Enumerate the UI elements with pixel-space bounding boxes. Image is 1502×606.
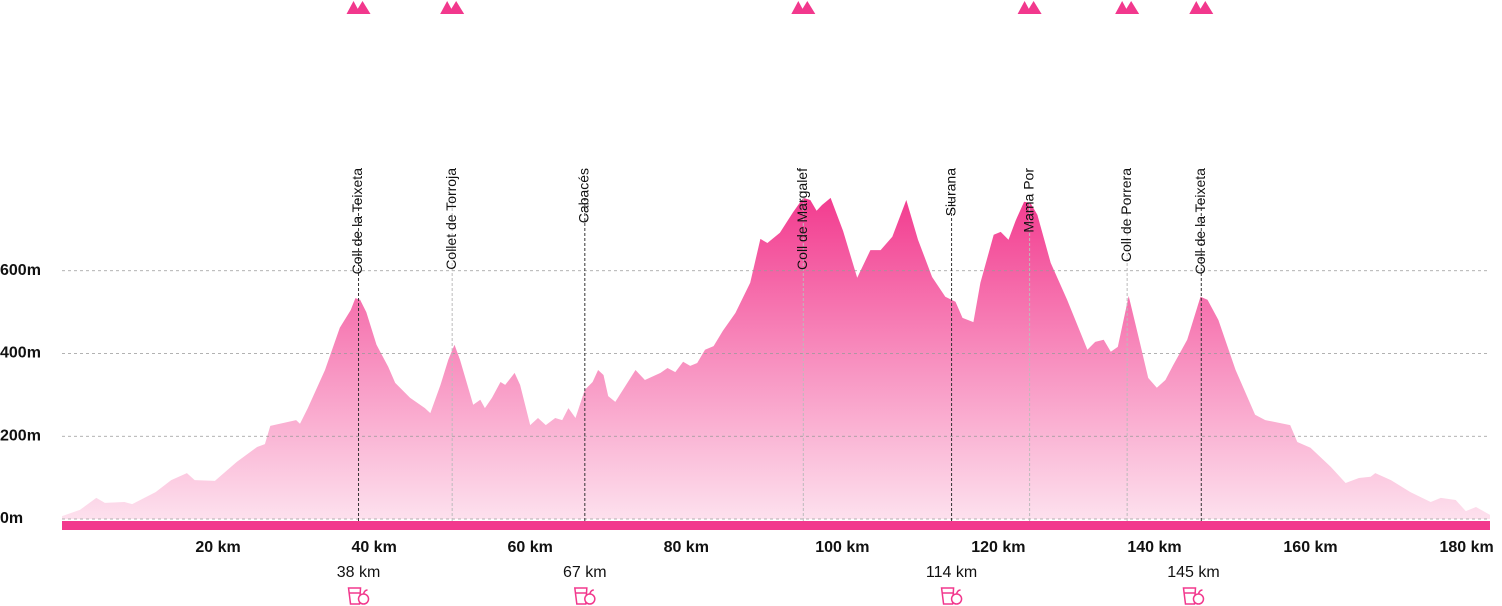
waypoint-label: Cabacés	[576, 168, 592, 223]
summit-icon	[1189, 1, 1214, 14]
waypoint-label: Coll de la Teixeta	[349, 168, 365, 275]
y-tick-label: 400m	[0, 345, 41, 362]
summit-icon	[1115, 1, 1140, 14]
aid-station-label: 114 km	[926, 564, 977, 581]
waypoint-label: Coll de Porrera	[1118, 168, 1134, 262]
apple-leaf	[589, 589, 594, 595]
y-tick-label: 0m	[0, 510, 23, 527]
aid-icon	[347, 587, 370, 605]
apple	[1192, 593, 1205, 605]
apple-leaf	[1197, 589, 1203, 595]
x-tick-label: 20 km	[195, 539, 240, 556]
aid-station-label: 38 km	[337, 564, 381, 581]
x-tick-label: 140 km	[1127, 539, 1181, 556]
waypoint-label: Mama Por	[1020, 168, 1036, 233]
aid-station-label: 145 km	[1167, 564, 1219, 581]
cup	[940, 587, 955, 605]
x-tick-label: 180 km	[1439, 539, 1493, 556]
x-tick-label: 60 km	[508, 539, 553, 556]
y-tick-label: 600m	[0, 262, 41, 279]
apple-leaf	[955, 589, 961, 595]
summit-icon	[1017, 1, 1042, 14]
aid-station-label: 67 km	[563, 564, 607, 581]
apple	[357, 593, 370, 605]
x-tick-label: 40 km	[351, 539, 396, 556]
summit-icon	[346, 1, 371, 14]
waypoint-label: Coll de la Teixeta	[1192, 168, 1208, 275]
apple-leaf	[362, 589, 368, 595]
cup	[573, 587, 588, 605]
aid-icon	[1182, 587, 1205, 605]
summit-icon	[791, 1, 816, 14]
waypoint-label: Collet de Torroja	[443, 168, 459, 270]
apple	[950, 593, 963, 605]
x-tick-label: 100 km	[815, 539, 869, 556]
summit-icon	[440, 1, 465, 14]
elevation-area	[62, 197, 1490, 519]
x-tick-label: 120 km	[971, 539, 1025, 556]
cup	[347, 587, 362, 605]
waypoint-label: Coll de Margalef	[794, 168, 810, 270]
x-tick-label: 80 km	[664, 539, 709, 556]
y-tick-label: 200m	[0, 427, 41, 444]
apple	[584, 593, 596, 605]
cup	[1182, 587, 1197, 605]
aid-icon	[573, 587, 596, 605]
aid-icon	[940, 587, 963, 605]
waypoint-label: Siurana	[942, 168, 958, 216]
baseline-bar	[62, 521, 1490, 530]
x-tick-label: 160 km	[1283, 539, 1337, 556]
